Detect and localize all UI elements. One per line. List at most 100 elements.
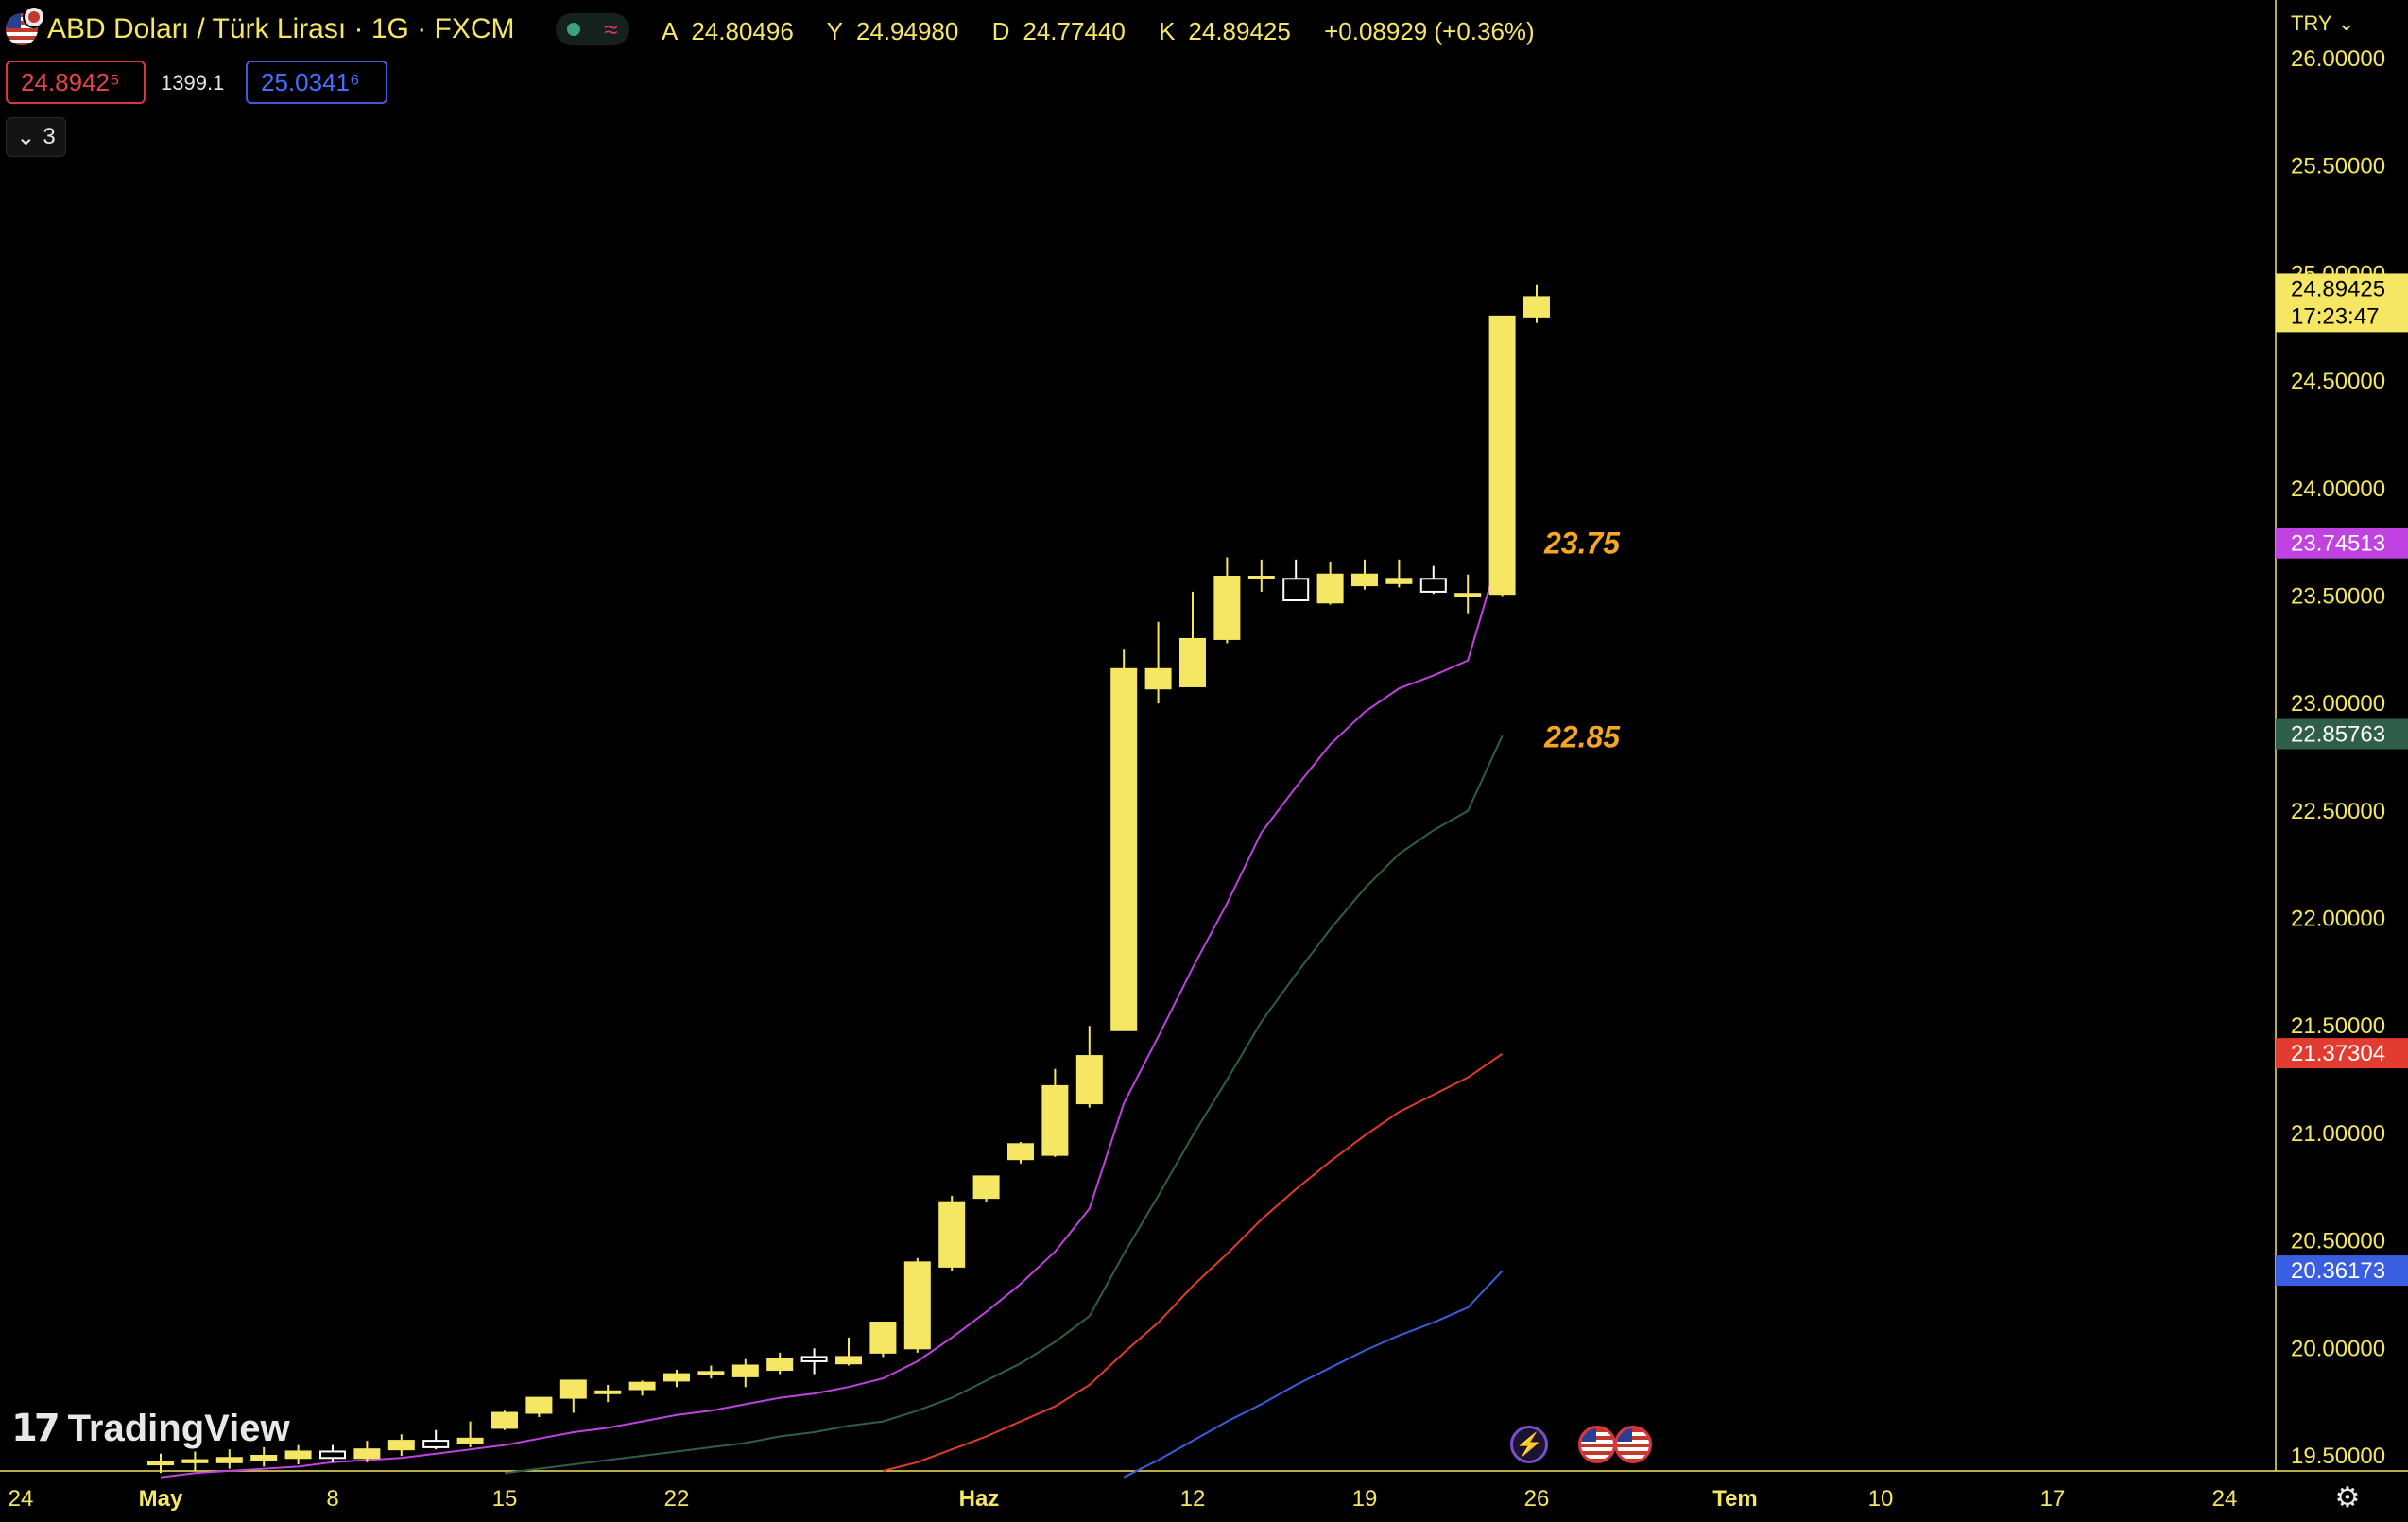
candle-body bbox=[353, 1448, 381, 1460]
price-tag bbox=[2276, 1255, 2408, 1287]
candle[interactable] bbox=[903, 1257, 931, 1353]
open-value: 24.80496 bbox=[691, 17, 794, 45]
price-tag bbox=[2276, 528, 2408, 559]
candle-body bbox=[456, 1437, 484, 1444]
candle[interactable] bbox=[800, 1348, 828, 1375]
candle-body bbox=[1144, 667, 1172, 690]
ma-line-3 bbox=[1123, 1270, 1504, 1479]
candle-body bbox=[525, 1396, 553, 1414]
market-status-pill[interactable]: ≈ bbox=[556, 13, 629, 45]
ma-line-2 bbox=[883, 1052, 1504, 1472]
candle-body bbox=[215, 1457, 243, 1463]
candle-body bbox=[422, 1440, 450, 1448]
candle[interactable] bbox=[1007, 1142, 1034, 1164]
candle[interactable] bbox=[1075, 1026, 1103, 1108]
candle-body bbox=[387, 1440, 415, 1451]
candle[interactable] bbox=[456, 1421, 484, 1447]
candle[interactable] bbox=[491, 1410, 518, 1430]
candle[interactable] bbox=[1213, 557, 1241, 644]
low-label: D bbox=[991, 17, 1010, 45]
candle[interactable] bbox=[422, 1429, 450, 1450]
candle[interactable] bbox=[1454, 574, 1482, 614]
close-value: 24.89425 bbox=[1188, 17, 1291, 45]
candle[interactable] bbox=[628, 1380, 656, 1396]
candle-body bbox=[766, 1358, 794, 1372]
candle[interactable] bbox=[215, 1449, 243, 1469]
candle[interactable] bbox=[559, 1379, 587, 1413]
tradingview-logo[interactable]: 17 TradingView bbox=[11, 1407, 290, 1450]
y-tick-label: 21.00000 bbox=[2291, 1121, 2385, 1147]
candle[interactable] bbox=[1488, 315, 1516, 597]
candle-body bbox=[1179, 637, 1206, 687]
candle-body bbox=[1247, 575, 1275, 579]
ma-line-1 bbox=[504, 735, 1504, 1475]
us-flag-icon[interactable] bbox=[1578, 1426, 1616, 1463]
candle[interactable] bbox=[938, 1195, 966, 1271]
change-value: +0.08929 (+0.36%) bbox=[1324, 17, 1535, 45]
candle[interactable] bbox=[1179, 591, 1206, 687]
candle[interactable] bbox=[1041, 1068, 1069, 1157]
ma-line-0 bbox=[160, 544, 1504, 1479]
buy-button[interactable]: 25.0341⁶ bbox=[246, 61, 387, 104]
candle[interactable] bbox=[697, 1365, 725, 1379]
candle-body bbox=[1385, 578, 1413, 584]
candle[interactable] bbox=[731, 1358, 759, 1388]
candle[interactable] bbox=[1419, 565, 1447, 595]
candle-body bbox=[559, 1379, 587, 1399]
candle-body bbox=[284, 1450, 312, 1460]
y-tick-label: 24.50000 bbox=[2291, 369, 2385, 394]
indicators-toggle-button[interactable]: ⌄ 3 bbox=[6, 117, 66, 157]
candle[interactable] bbox=[766, 1352, 794, 1375]
candle[interactable] bbox=[1351, 559, 1378, 590]
y-tick-label: 24.00000 bbox=[2291, 476, 2385, 502]
candle[interactable] bbox=[1282, 559, 1310, 602]
x-tick-label: 10 bbox=[1868, 1486, 1894, 1512]
candle[interactable] bbox=[1316, 562, 1344, 605]
candle[interactable] bbox=[972, 1175, 1000, 1202]
symbol-title[interactable]: ABD Doları / Türk Lirası · 1G · FXCM bbox=[47, 13, 515, 44]
y-tick-label: 23.50000 bbox=[2291, 583, 2385, 609]
price-tag-label: 24.89425 bbox=[2291, 276, 2385, 302]
candle-body bbox=[1454, 593, 1482, 597]
tr-flag-icon bbox=[23, 6, 45, 28]
candle[interactable] bbox=[181, 1451, 209, 1471]
candle-body bbox=[1488, 315, 1516, 596]
candle-body bbox=[147, 1461, 174, 1466]
candle-body bbox=[869, 1322, 897, 1354]
candle-body bbox=[594, 1390, 622, 1394]
candle[interactable] bbox=[1385, 559, 1413, 588]
candle-body bbox=[1282, 578, 1310, 602]
candle[interactable] bbox=[1110, 649, 1138, 1031]
candle[interactable] bbox=[869, 1322, 897, 1358]
candle[interactable] bbox=[1144, 621, 1172, 704]
candle[interactable] bbox=[353, 1441, 381, 1462]
x-tick-label: 15 bbox=[492, 1486, 518, 1512]
candle-body bbox=[1523, 296, 1550, 318]
candle[interactable] bbox=[319, 1444, 346, 1462]
candle-body bbox=[835, 1356, 862, 1365]
candle[interactable] bbox=[525, 1396, 553, 1418]
x-tick-label: 24 bbox=[2212, 1486, 2238, 1512]
price-tag-label: 20.36173 bbox=[2291, 1258, 2385, 1284]
y-tick-label: 23.00000 bbox=[2291, 691, 2385, 717]
candle[interactable] bbox=[663, 1370, 690, 1388]
candle[interactable] bbox=[250, 1446, 278, 1467]
y-tick-label: 19.50000 bbox=[2291, 1444, 2385, 1469]
y-tick-label: 22.00000 bbox=[2291, 907, 2385, 932]
price-tag-countdown: 17:23:47 bbox=[2291, 303, 2379, 329]
settings-icon[interactable]: ⚙ bbox=[2334, 1481, 2361, 1513]
us-flag-icon[interactable] bbox=[1614, 1426, 1652, 1463]
candle-body bbox=[628, 1381, 656, 1391]
sell-button[interactable]: 24.8942⁵ bbox=[6, 61, 146, 104]
candle[interactable] bbox=[835, 1337, 862, 1366]
candle[interactable] bbox=[387, 1434, 415, 1456]
candle[interactable] bbox=[147, 1453, 174, 1474]
candle[interactable] bbox=[1523, 284, 1550, 323]
candle[interactable] bbox=[594, 1384, 622, 1403]
candle[interactable] bbox=[284, 1444, 312, 1465]
bolt-icon[interactable]: ⚡ bbox=[1510, 1426, 1548, 1463]
low-value: 24.77440 bbox=[1023, 17, 1126, 45]
currency-select[interactable]: TRY ⌄ bbox=[2291, 11, 2355, 36]
candle[interactable] bbox=[1247, 559, 1275, 592]
